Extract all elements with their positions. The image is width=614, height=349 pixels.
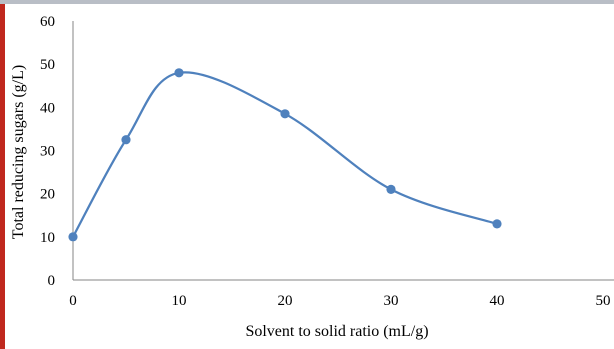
x-tick-label: 10 [172,293,187,309]
x-tick-label: 40 [490,293,505,309]
x-tick-label: 50 [596,293,611,309]
data-point-marker [280,109,290,119]
y-tick-label: 10 [40,230,55,246]
data-point-marker [68,232,78,242]
data-point-marker [174,68,184,78]
y-tick-label: 20 [40,187,55,203]
left-accent-bar [0,0,5,349]
top-border-line [0,0,614,4]
y-tick-label: 40 [40,100,55,116]
x-tick-label: 20 [278,293,293,309]
chart-axes [72,21,614,281]
y-tick-label: 60 [40,14,55,30]
series-line [72,71,498,238]
data-point-marker [386,184,396,194]
y-axis-title: Total reducing sugars (g/L) [10,65,27,239]
data-point-marker [492,219,502,229]
data-point-marker [121,135,131,145]
x-tick-label: 30 [384,293,399,309]
series-layer [68,68,502,242]
x-tick-label: 0 [69,293,77,309]
y-tick-label: 0 [48,273,56,289]
y-tick-label: 50 [40,57,55,73]
x-axis-title: Solvent to solid ratio (mL/g) [245,323,428,340]
tick-labels: 0 10 20 30 40 50 60 0 10 20 30 40 50 [40,14,611,309]
y-tick-label: 30 [40,144,55,160]
